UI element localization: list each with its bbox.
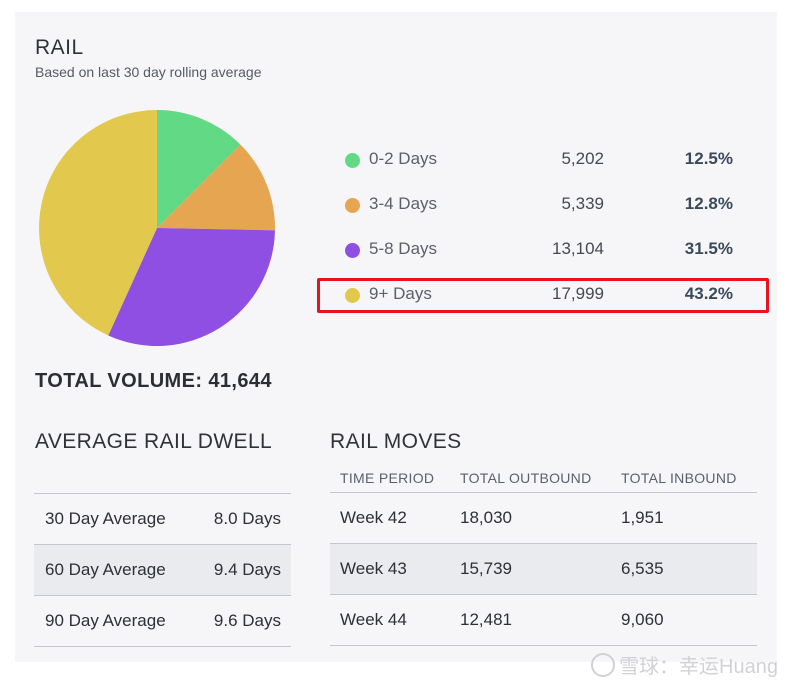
watermark-text: 雪球：幸运Huang (619, 656, 778, 678)
legend-row-5-8-days: 5-8 Days 13,104 31.5% (342, 236, 742, 281)
legend-label: 3-4 Days (369, 194, 438, 213)
moves-inbound: 9,060 (621, 610, 664, 629)
dwell-value: 9.6 Days (213, 611, 281, 630)
dwell-value: 8.0 Days (213, 509, 281, 528)
moves-outbound: 18,030 (460, 508, 512, 527)
watermark: 雪球：幸运Huang (591, 650, 778, 679)
legend-row-9-plus-days: 9+ Days 17,999 43.2% (342, 281, 742, 326)
moves-table: TIME PERIOD TOTAL OUTBOUND TOTAL INBOUND… (330, 468, 757, 646)
card-subtitle: Based on last 30 day rolling average (35, 64, 262, 80)
dwell-pie-chart (39, 110, 275, 346)
moves-section-title: RAIL MOVES (330, 430, 462, 453)
table-row: 90 Day Average 9.6 Days (34, 596, 291, 647)
pie-slice-5-8-days (108, 228, 275, 346)
legend-dot-icon (345, 153, 360, 168)
legend-count: 17,999 (552, 284, 604, 303)
pie-slice-3-4-days (157, 144, 275, 231)
legend-label: 0-2 Days (369, 149, 438, 168)
table-row: Week 44 12,481 9,060 (330, 595, 757, 646)
table-row: Week 42 18,030 1,951 (330, 493, 757, 544)
rail-card: RAIL Based on last 30 day rolling averag… (15, 12, 777, 662)
snowball-logo-icon (591, 652, 616, 677)
legend-percent: 43.2% (684, 284, 733, 303)
legend-label: 5-8 Days (369, 239, 438, 258)
legend-dot-icon (345, 198, 360, 213)
table-row: Week 43 15,739 6,535 (330, 544, 757, 595)
legend-count: 5,202 (561, 149, 604, 168)
card-title: RAIL (35, 36, 84, 59)
legend-count: 13,104 (552, 239, 604, 258)
dwell-period: 30 Day Average (45, 509, 166, 528)
moves-period: Week 44 (340, 610, 407, 629)
legend-row-3-4-days: 3-4 Days 5,339 12.8% (342, 191, 742, 236)
column-header-time-period: TIME PERIOD (340, 470, 435, 486)
column-header-outbound: TOTAL OUTBOUND (460, 470, 592, 486)
dwell-period: 90 Day Average (45, 611, 166, 630)
moves-period: Week 43 (340, 559, 407, 578)
legend-dot-icon (345, 243, 360, 258)
highlight-box (317, 278, 769, 313)
dwell-period: 60 Day Average (45, 560, 166, 579)
pie-slice-9-days (39, 110, 158, 336)
legend-percent: 12.5% (684, 149, 733, 168)
total-volume: TOTAL VOLUME: 41,644 (35, 370, 272, 392)
dwell-section-title: AVERAGE RAIL DWELL (35, 430, 273, 453)
legend-dot-icon (345, 288, 360, 303)
pie-legend: 0-2 Days 5,202 12.5% 3-4 Days 5,339 12.8… (342, 146, 742, 326)
table-row: 30 Day Average 8.0 Days (34, 494, 291, 545)
legend-row-0-2-days: 0-2 Days 5,202 12.5% (342, 146, 742, 191)
table-header: TIME PERIOD TOTAL OUTBOUND TOTAL INBOUND (330, 468, 757, 493)
moves-inbound: 1,951 (621, 508, 664, 527)
legend-percent: 31.5% (684, 239, 733, 258)
table-row: 60 Day Average 9.4 Days (34, 545, 291, 596)
dwell-table: 30 Day Average 8.0 Days 60 Day Average 9… (34, 493, 291, 647)
legend-count: 5,339 (561, 194, 604, 213)
moves-period: Week 42 (340, 508, 407, 527)
column-header-inbound: TOTAL INBOUND (621, 470, 737, 486)
legend-percent: 12.8% (684, 194, 733, 213)
moves-inbound: 6,535 (621, 559, 664, 578)
moves-outbound: 12,481 (460, 610, 512, 629)
dwell-value: 9.4 Days (213, 560, 281, 579)
moves-outbound: 15,739 (460, 559, 512, 578)
legend-label: 9+ Days (369, 284, 432, 303)
pie-slice-0-2-days (157, 110, 241, 228)
